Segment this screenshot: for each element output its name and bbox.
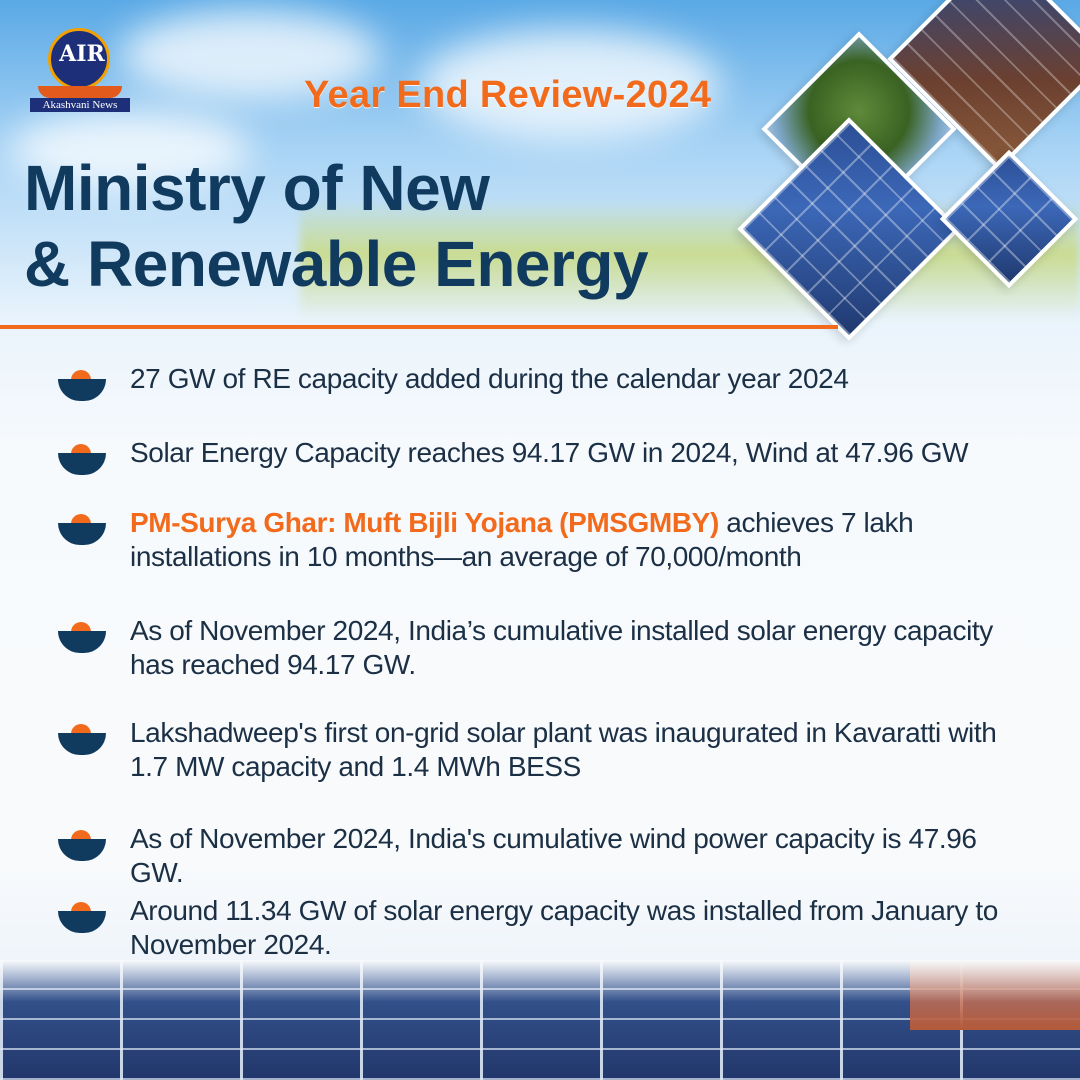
bullet-icon [58, 444, 106, 476]
list-item-text: Solar Energy Capacity reaches 94.17 GW i… [130, 437, 969, 468]
cloud-decoration [120, 10, 380, 100]
bullet-icon [58, 622, 106, 654]
list-item-text: Lakshadweep's first on-grid solar plant … [130, 717, 997, 782]
list-item-text: PM-Surya Ghar: Muft Bijli Yojana (PMSGMB… [130, 506, 1030, 574]
logo-mark: AIR [59, 41, 105, 67]
air-logo-icon: AIR [48, 28, 110, 90]
scheme-name: PM-Surya Ghar: Muft Bijli Yojana (PMSGMB… [130, 507, 719, 538]
cloud-decoration [420, 30, 720, 140]
list-item-text: As of November 2024, India's cumulative … [130, 823, 977, 888]
logo-arc [38, 86, 122, 98]
page-title: Ministry of New & Renewable Energy [24, 150, 649, 302]
logo-caption: Akashvani News [30, 98, 130, 112]
bullet-icon [58, 724, 106, 756]
bullet-icon [58, 370, 106, 402]
bullet-icon [58, 902, 106, 934]
year-review-title: Year End Review-2024 [304, 74, 712, 116]
bullet-icon [58, 514, 106, 546]
title-divider [0, 325, 838, 329]
roof-tiles-photo [910, 960, 1080, 1030]
list-item-text: As of November 2024, India’s cumulative … [130, 615, 993, 680]
page-title-line2: & Renewable Energy [24, 228, 649, 300]
scheme-detail: achieves 7 lakh installations in 10 mont… [130, 507, 914, 572]
air-logo: AIR Akashvani News [30, 28, 130, 112]
page-title-line1: Ministry of New [24, 152, 490, 224]
solar-panels-photo [0, 960, 1080, 1080]
cloud-decoration [10, 110, 250, 190]
list-item-text: 27 GW of RE capacity added during the ca… [130, 363, 849, 394]
list-item-text: Around 11.34 GW of solar energy capacity… [130, 895, 998, 960]
bullet-icon [58, 830, 106, 862]
